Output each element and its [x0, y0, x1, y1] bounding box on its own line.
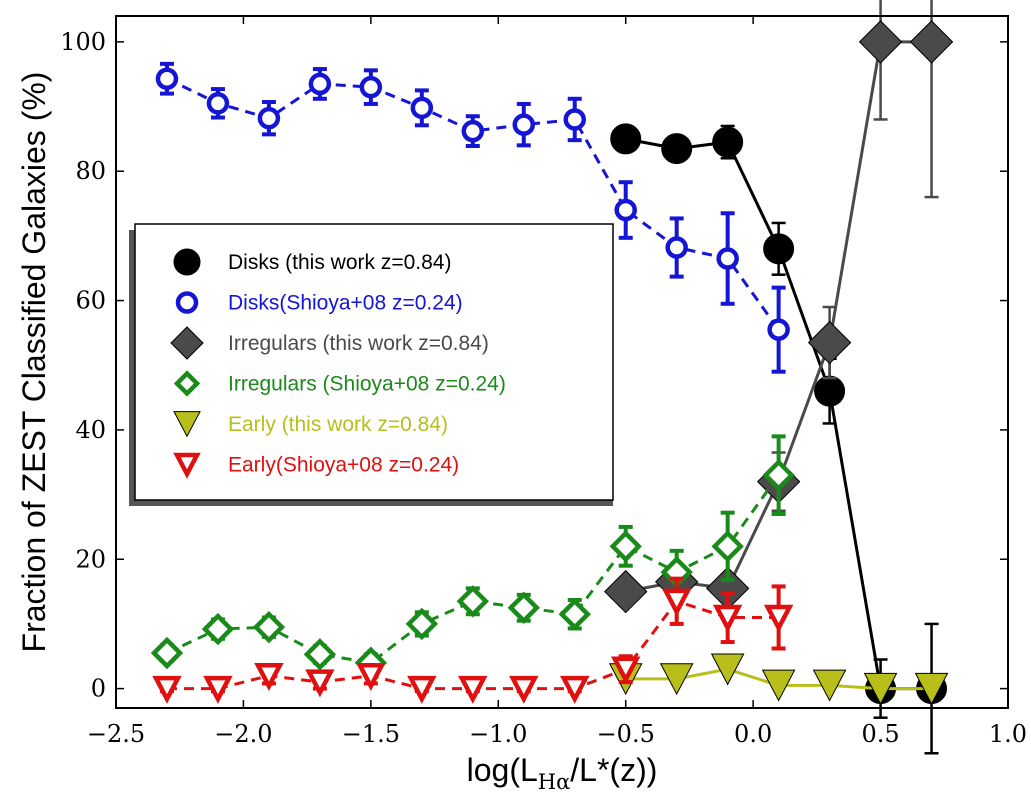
data-point	[661, 133, 693, 165]
legend-box	[134, 223, 614, 501]
data-point	[173, 248, 201, 276]
data-point	[563, 108, 586, 131]
data-point	[173, 452, 201, 479]
data-point	[610, 656, 641, 685]
y-tick-label: 80	[75, 157, 106, 185]
legend: Disks (this work z=0.84) Disks(Shioya+08 …	[129, 223, 614, 506]
data-point	[812, 669, 847, 702]
data-point	[807, 320, 852, 365]
data-point	[203, 675, 233, 704]
series-3	[150, 434, 795, 679]
x-tick-label: −0.5	[597, 720, 655, 748]
x-tick-label: −2.0	[214, 720, 272, 748]
legend-label: Irregulars (Shioya+08 z=0.24)	[228, 373, 506, 396]
x-tick-label: 0.5	[861, 720, 899, 748]
data-point	[410, 96, 434, 120]
x-tick-label: −1.5	[342, 720, 400, 748]
data-point	[610, 123, 642, 155]
data-point	[407, 675, 437, 704]
data-point	[909, 20, 954, 64]
data-point	[712, 604, 743, 633]
data-point	[661, 588, 692, 617]
data-point	[858, 20, 903, 64]
series-4	[608, 653, 949, 705]
data-point	[150, 636, 184, 670]
data-point	[458, 675, 488, 704]
legend-label: Disks (this work z=0.84)	[228, 251, 451, 274]
data-point	[814, 375, 846, 407]
legend-label: Disks(Shioya+08 z=0.24)	[228, 292, 463, 315]
data-point	[405, 607, 439, 641]
data-point	[914, 672, 949, 705]
data-point	[254, 662, 284, 691]
data-point	[604, 569, 648, 614]
data-point	[257, 106, 281, 130]
x-axis-title: log(LHα/L*(z))	[467, 752, 658, 794]
data-point	[456, 585, 489, 618]
data-point	[252, 610, 286, 644]
data-point	[716, 247, 739, 270]
data-point	[359, 75, 383, 99]
axis-ticks: −2.5 −2.0 −1.5 −1.0 −0.5 0.0 0.5 1.0 0 20 40 60 80 10…	[60, 16, 1027, 748]
y-tick-label: 0	[91, 675, 106, 703]
data-point	[201, 612, 235, 646]
data-point	[461, 119, 485, 143]
data-point	[303, 638, 337, 671]
x-axis-title-subscript: Hα	[538, 770, 571, 794]
y-tick-label: 20	[75, 545, 106, 573]
legend-label: Early (this work z=0.84)	[228, 413, 448, 436]
data-point	[558, 598, 591, 631]
data-point	[763, 233, 795, 265]
data-point	[155, 67, 179, 90]
x-tick-label: −1.0	[469, 720, 527, 748]
series-5	[152, 576, 794, 704]
data-point	[206, 92, 230, 115]
data-point	[305, 669, 335, 698]
data-point	[175, 291, 199, 314]
x-tick-label: −2.5	[87, 720, 145, 748]
data-point	[712, 126, 744, 158]
data-point	[356, 662, 386, 691]
data-point	[152, 675, 182, 704]
data-point	[609, 530, 642, 563]
y-tick-label: 100	[60, 28, 106, 56]
data-point	[711, 530, 744, 563]
x-tick-label: 1.0	[989, 720, 1027, 748]
x-axis-title-main: log(L	[467, 752, 538, 788]
y-tick-label: 40	[75, 416, 106, 444]
data-point	[761, 669, 796, 702]
data-point	[507, 591, 540, 624]
data-point	[665, 236, 688, 259]
plot-frame	[115, 15, 1009, 709]
legend-label: Early(Shioya+08 z=0.24)	[228, 454, 459, 477]
x-axis-title-rest: /L*(z))	[570, 752, 657, 788]
data-point	[762, 458, 795, 492]
legend-label: Irregulars (this work z=0.84)	[228, 332, 489, 355]
data-point	[763, 604, 794, 633]
series-1	[155, 61, 790, 374]
data-point	[560, 675, 590, 704]
data-point	[170, 326, 204, 360]
data-point	[710, 653, 745, 686]
data-point	[614, 198, 637, 222]
data-point	[308, 72, 332, 96]
data-point	[863, 672, 898, 705]
data-point	[509, 675, 539, 704]
data-point	[173, 411, 201, 438]
data-series	[150, 0, 954, 755]
data-point	[767, 318, 790, 341]
y-axis-title: Fraction of ZEST Classified Galaxies (%)	[16, 72, 52, 653]
y-tick-label: 60	[75, 287, 106, 315]
x-tick-label: 0.0	[734, 720, 772, 748]
data-point	[173, 370, 201, 397]
data-point	[659, 663, 694, 696]
data-point	[512, 113, 536, 136]
